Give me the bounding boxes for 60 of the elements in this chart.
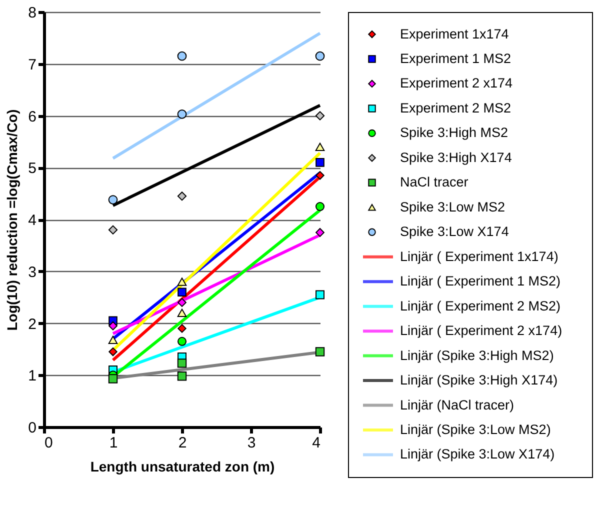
point xyxy=(177,278,187,286)
point xyxy=(177,192,187,201)
point xyxy=(315,347,325,356)
legend-label: Linjär ( Experiment 1 MS2) xyxy=(400,274,561,289)
x-axis-title: Length unsaturated zon (m) xyxy=(90,458,275,474)
y-tick-label: 8 xyxy=(28,4,36,22)
point xyxy=(315,202,325,212)
x-tick-label: 0 xyxy=(44,434,53,452)
legend-label: NaCl tracer xyxy=(400,174,469,190)
y-tick-label: 6 xyxy=(28,108,36,126)
y-tick-label: 2 xyxy=(28,316,36,333)
point xyxy=(177,110,187,119)
legend-label: Linjär ( Experiment 2 x174) xyxy=(400,323,562,338)
point xyxy=(178,324,186,333)
legend-label: Linjär (Spike 3:High X174) xyxy=(400,372,558,388)
legend-label: Spike 3:High MS2 xyxy=(400,125,508,140)
legend-label: Linjär (NaCl tracer) xyxy=(400,397,514,412)
point xyxy=(108,374,118,384)
point xyxy=(315,51,325,61)
point xyxy=(108,321,118,330)
legend-label: Experiment 1x174 xyxy=(400,26,510,42)
point xyxy=(108,336,118,344)
x-tick-label: 1 xyxy=(109,434,118,452)
legend-label: Linjär ( Experiment 2 MS2) xyxy=(400,298,561,314)
legend-label: Experiment 1 MS2 xyxy=(400,50,512,66)
y-tick-label: 1 xyxy=(28,368,36,385)
point xyxy=(177,372,187,381)
x-tick-label: 2 xyxy=(178,434,187,452)
point xyxy=(177,358,187,368)
x-tick-label: 3 xyxy=(247,434,256,452)
point xyxy=(108,195,118,204)
y-tick-label: 4 xyxy=(28,212,36,229)
legend-label: Experiment 2 MS2 xyxy=(400,100,512,116)
point xyxy=(316,171,324,180)
legend-label: Spike 3:High X174 xyxy=(400,150,512,165)
point xyxy=(177,336,187,346)
point xyxy=(316,158,324,167)
legend-label: Linjär ( Experiment 1x174) xyxy=(400,248,558,264)
legend-label: Linjär (Spike 3:Low MS2) xyxy=(400,422,551,438)
point xyxy=(315,142,325,151)
point xyxy=(108,225,118,234)
legend-label: Linjär (Spike 3:Low X174) xyxy=(400,446,555,462)
legend-label: Spike 3:Low X174 xyxy=(400,224,510,240)
legend-label: Experiment 2 x174 xyxy=(400,76,514,91)
y-tick-label: 0 xyxy=(28,420,36,436)
point xyxy=(108,347,118,356)
y-axis-title: Log(10) reduction =log(Cmax/Co) xyxy=(4,109,20,331)
point xyxy=(178,298,186,307)
point xyxy=(315,111,325,120)
point xyxy=(177,51,187,61)
y-tick-label: 7 xyxy=(28,56,36,74)
y-tick-label: 5 xyxy=(28,160,36,178)
point xyxy=(177,308,187,317)
x-tick-label: 4 xyxy=(312,434,320,452)
legend-label: Spike 3:Low MS2 xyxy=(400,199,506,214)
point xyxy=(178,288,186,297)
legend-label: Linjär (Spike 3:High MS2) xyxy=(400,348,554,363)
point xyxy=(316,290,324,300)
y-tick-label: 3 xyxy=(28,264,36,281)
point xyxy=(316,228,324,237)
